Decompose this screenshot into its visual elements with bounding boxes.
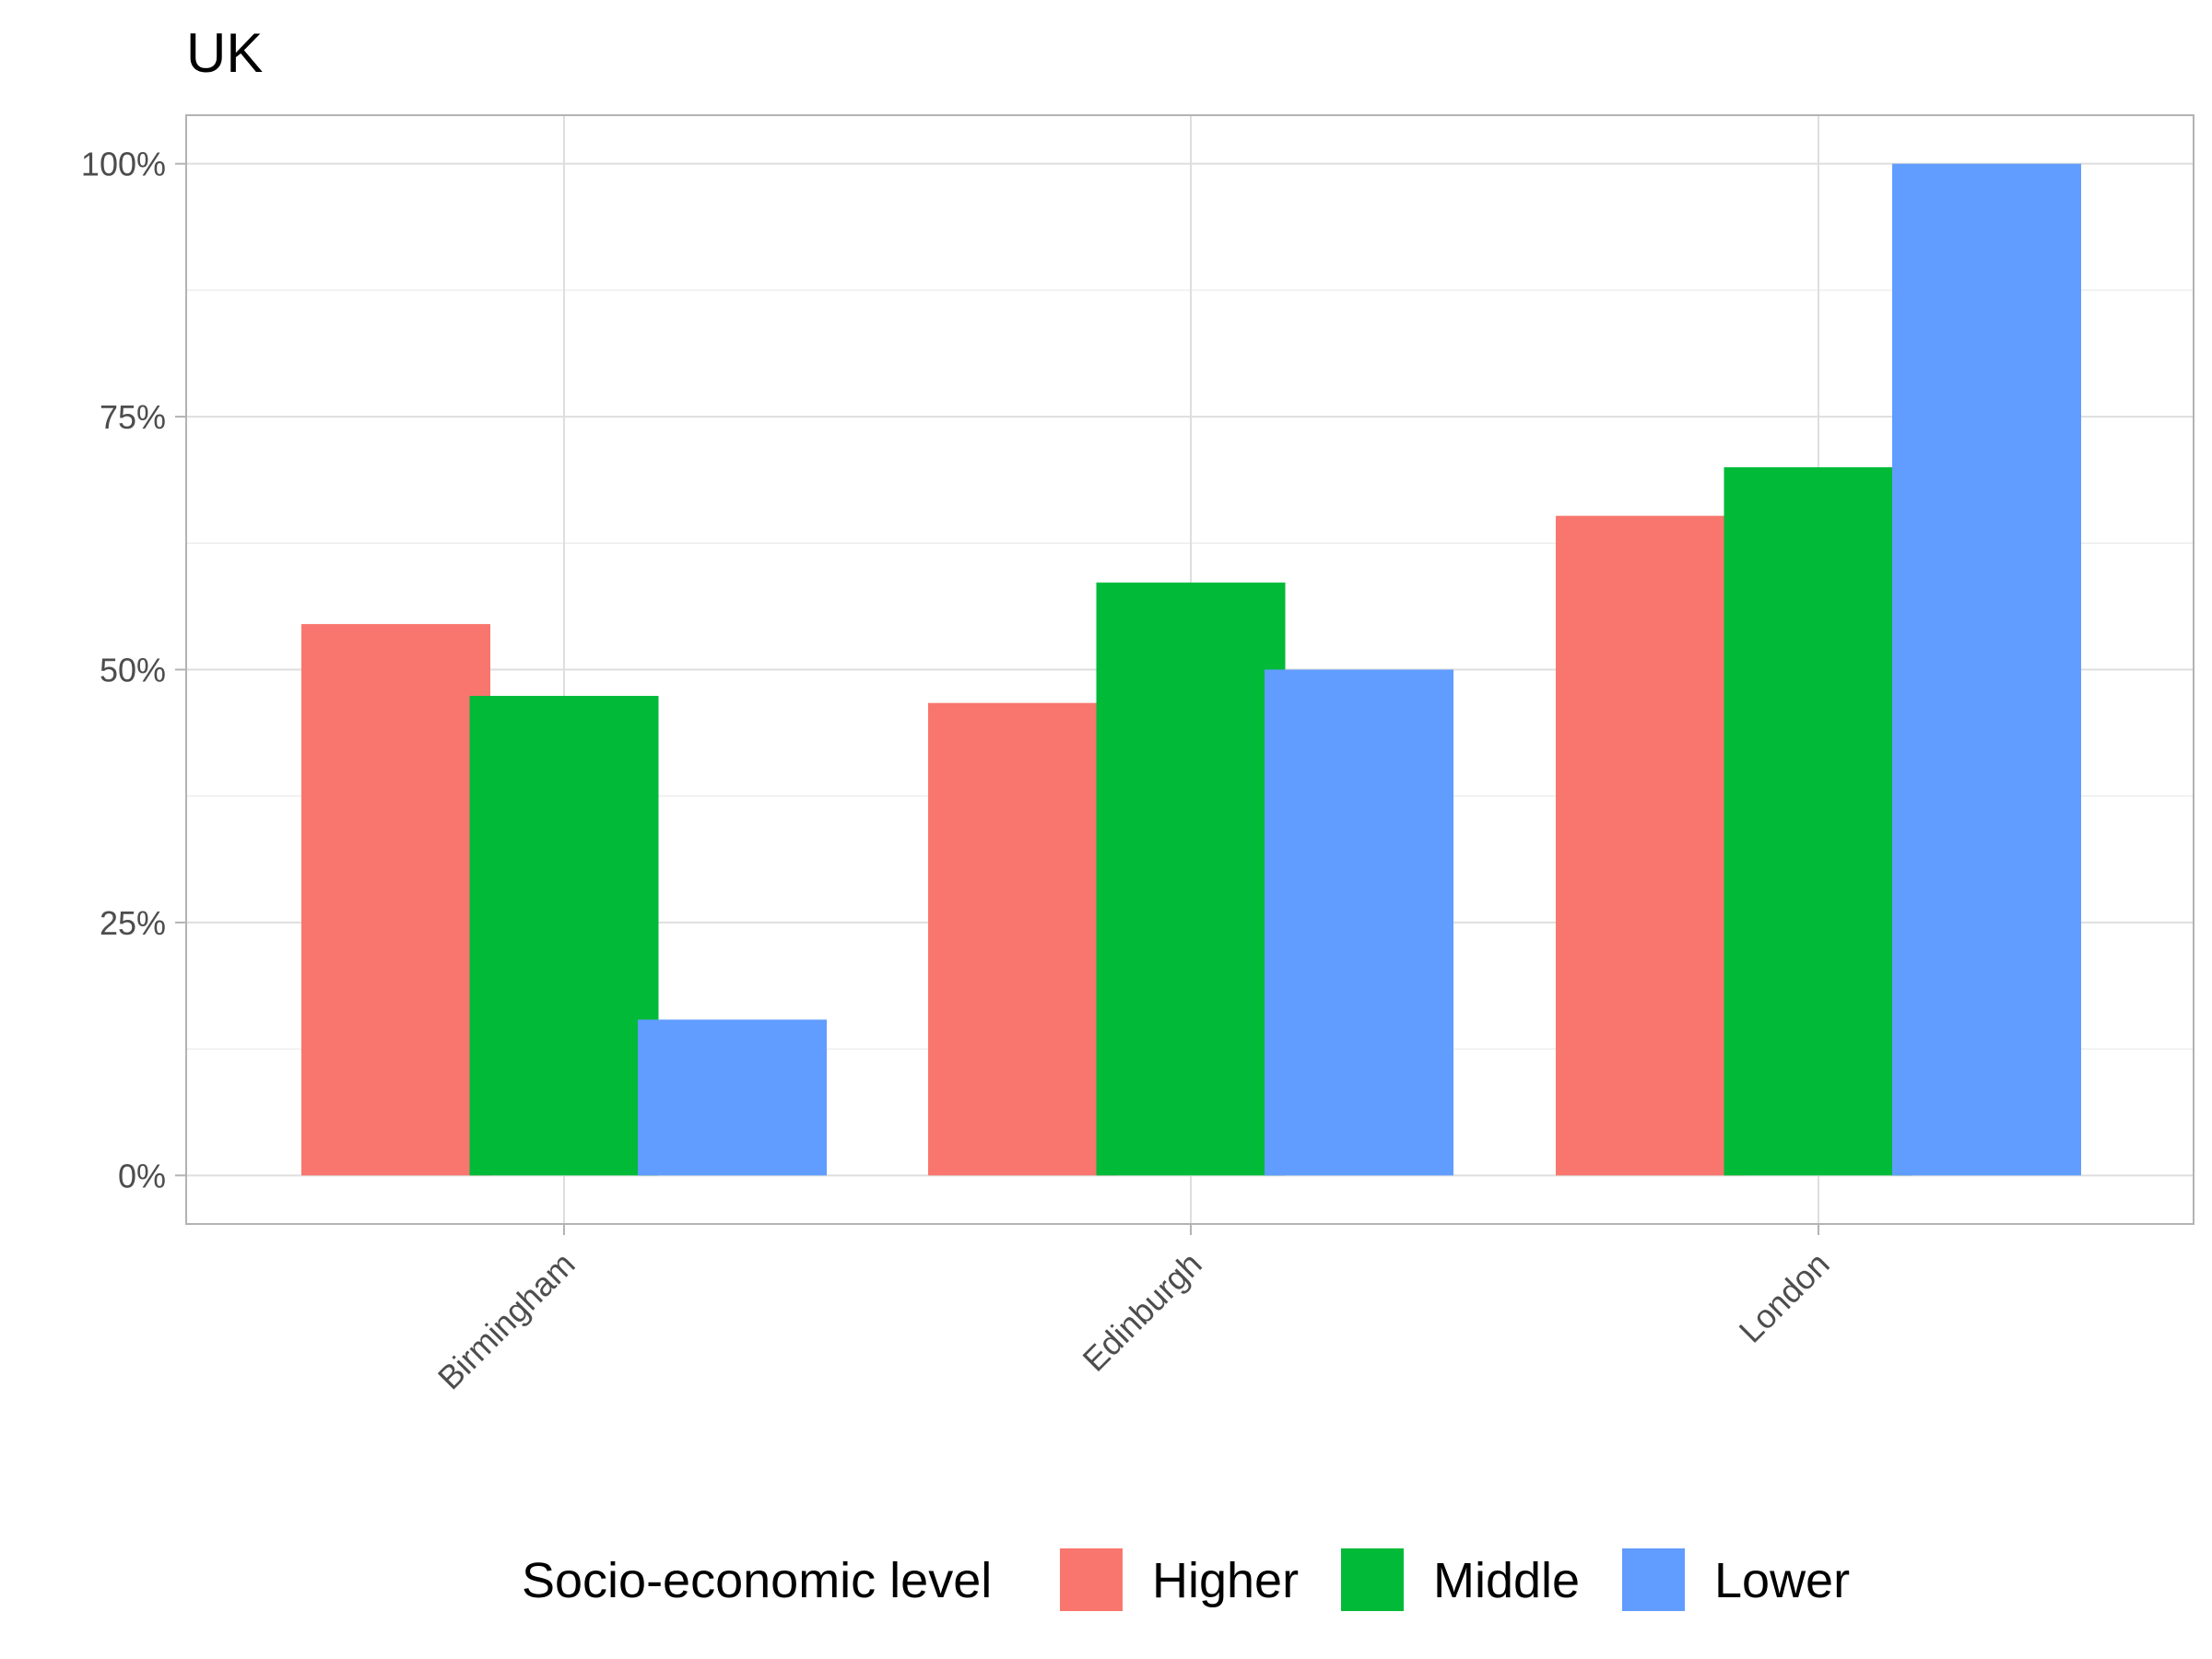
- x-tick-label: London: [1732, 1245, 1837, 1350]
- bar-middle-birmingham: [469, 696, 659, 1176]
- y-tick-label: 25%: [100, 904, 166, 942]
- panel-border: [185, 114, 2194, 1225]
- legend-label-lower: Lower: [1714, 1553, 1850, 1608]
- legend: Socio-economic level Higher Middle Lower: [522, 1548, 1850, 1611]
- y-axis: 0% 25% 50% 75% 100%: [81, 146, 186, 1194]
- bar-middle-london: [1724, 466, 1913, 1176]
- legend-key-lower: [1622, 1548, 1685, 1611]
- bar-middle-edinburgh: [1096, 582, 1286, 1176]
- y-tick-label: 75%: [100, 398, 166, 436]
- legend-key-middle: [1341, 1548, 1404, 1611]
- legend-title: Socio-economic level: [522, 1553, 992, 1608]
- x-axis: Birmingham Edinburgh London: [430, 1224, 1837, 1396]
- bar-higher-london: [1556, 515, 1745, 1176]
- y-tick-label: 0%: [118, 1157, 166, 1194]
- bar-higher-edinburgh: [928, 702, 1117, 1176]
- chart-title: UK: [186, 22, 263, 84]
- bar-lower-edinburgh: [1265, 669, 1453, 1176]
- legend-label-middle: Middle: [1433, 1553, 1580, 1608]
- legend-key-higher: [1060, 1548, 1123, 1611]
- x-tick-label: Birmingham: [430, 1245, 582, 1397]
- bar-higher-birmingham: [301, 624, 490, 1176]
- y-tick-label: 50%: [100, 652, 166, 689]
- bar-lower-london: [1892, 163, 2081, 1176]
- x-tick-label: Edinburgh: [1076, 1245, 1209, 1379]
- bar-lower-birmingham: [638, 1019, 827, 1176]
- bars: [185, 114, 2194, 1225]
- y-tick-label: 100%: [81, 146, 166, 183]
- legend-label-higher: Higher: [1152, 1553, 1299, 1608]
